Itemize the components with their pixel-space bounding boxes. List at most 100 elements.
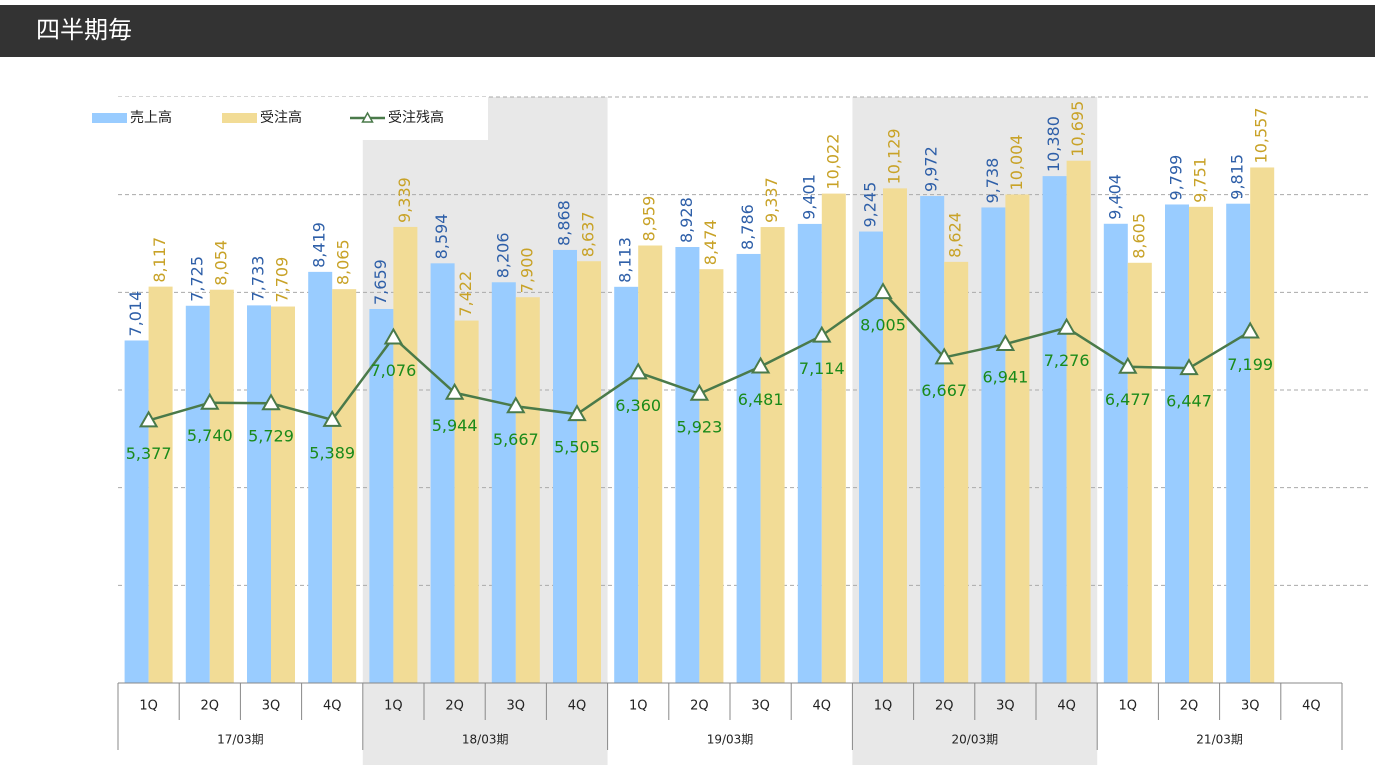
group-label: 18/03期 bbox=[462, 733, 509, 747]
bar-value-label: 9,972 bbox=[922, 146, 941, 192]
bar bbox=[332, 289, 357, 683]
x-tick-label: 3Q bbox=[1241, 699, 1260, 714]
bar bbox=[920, 196, 945, 683]
bar-value-label: 10,557 bbox=[1252, 107, 1271, 163]
bar bbox=[760, 227, 785, 684]
x-tick-label: 2Q bbox=[201, 699, 220, 714]
header-title: 四半期毎 bbox=[36, 16, 132, 44]
bar bbox=[247, 305, 271, 683]
bar-value-label: 10,004 bbox=[1007, 134, 1026, 190]
bar bbox=[614, 286, 639, 683]
bar bbox=[1165, 204, 1189, 683]
bar bbox=[981, 207, 1006, 683]
line-marker bbox=[261, 393, 281, 411]
x-tick-label: 4Q bbox=[568, 699, 587, 714]
bar-value-label: 9,738 bbox=[983, 158, 1002, 204]
line-marker bbox=[383, 327, 404, 345]
bar-value-label: 10,380 bbox=[1044, 116, 1063, 172]
line-marker bbox=[200, 392, 220, 410]
bar-value-label: 9,339 bbox=[395, 177, 414, 223]
bar bbox=[1005, 194, 1030, 684]
bar bbox=[271, 306, 295, 683]
line-marker bbox=[444, 382, 465, 400]
bar bbox=[638, 245, 663, 683]
bar-value-label: 9,401 bbox=[799, 174, 818, 220]
bar-value-label: 9,404 bbox=[1105, 174, 1124, 220]
bar bbox=[1042, 176, 1067, 684]
bar-value-label: 7,733 bbox=[249, 256, 268, 302]
bar bbox=[1103, 223, 1128, 683]
legend-marker bbox=[361, 111, 374, 123]
bar bbox=[393, 226, 418, 683]
bar-value-label: 8,419 bbox=[310, 222, 329, 268]
bar bbox=[124, 340, 149, 683]
bar-value-label: 7,422 bbox=[456, 271, 475, 317]
line-marker bbox=[689, 383, 710, 401]
bar bbox=[430, 263, 455, 683]
line-marker bbox=[1118, 356, 1138, 374]
x-tick-label: 3Q bbox=[996, 699, 1015, 714]
line-value-label: 6,667 bbox=[921, 381, 967, 400]
header-bar bbox=[0, 5, 1375, 57]
line-value-label: 7,114 bbox=[799, 359, 845, 378]
bar-value-label: 8,065 bbox=[334, 239, 353, 285]
legend-swatch bbox=[222, 113, 257, 123]
group-label: 19/03期 bbox=[707, 733, 754, 747]
bar bbox=[454, 320, 479, 683]
bar-value-label: 9,337 bbox=[762, 177, 781, 223]
line-marker bbox=[322, 409, 342, 427]
x-tick-label: 1Q bbox=[629, 699, 648, 714]
bar-value-label: 8,054 bbox=[211, 240, 230, 286]
bar-value-label: 8,786 bbox=[738, 204, 757, 250]
bar-value-label: 8,113 bbox=[616, 237, 635, 283]
line-value-label: 5,667 bbox=[493, 430, 539, 449]
bar bbox=[491, 282, 516, 683]
bar bbox=[1226, 203, 1251, 683]
x-tick-label: 1Q bbox=[139, 699, 158, 714]
bar bbox=[369, 308, 394, 683]
x-tick-label: 2Q bbox=[445, 699, 464, 714]
bar-value-label: 8,624 bbox=[946, 212, 965, 258]
line-value-label: 6,477 bbox=[1105, 390, 1151, 409]
bar-value-label: 8,605 bbox=[1129, 213, 1148, 259]
bar bbox=[821, 193, 846, 683]
x-tick-label: 4Q bbox=[813, 699, 832, 714]
x-tick-label: 1Q bbox=[874, 699, 893, 714]
bar-value-label: 8,474 bbox=[701, 219, 720, 265]
bar bbox=[797, 223, 822, 683]
x-tick-label: 2Q bbox=[690, 699, 709, 714]
bar-value-label: 7,709 bbox=[273, 257, 292, 303]
x-tick-label: 2Q bbox=[935, 699, 954, 714]
legend-label: 受注残高 bbox=[388, 109, 444, 126]
line-value-label: 6,941 bbox=[982, 368, 1028, 387]
bar bbox=[699, 269, 724, 683]
bar-value-label: 8,959 bbox=[640, 196, 659, 242]
bar-value-label: 8,868 bbox=[555, 200, 574, 246]
line-marker bbox=[506, 396, 526, 414]
bar-value-label: 8,928 bbox=[677, 197, 696, 243]
line-value-label: 5,740 bbox=[187, 426, 233, 445]
line-value-label: 7,276 bbox=[1044, 351, 1090, 370]
bar bbox=[883, 188, 907, 683]
line-value-label: 6,447 bbox=[1166, 392, 1212, 411]
bar-value-label: 8,637 bbox=[579, 211, 598, 257]
line-marker bbox=[873, 282, 893, 300]
line-value-label: 6,360 bbox=[615, 396, 661, 415]
bar bbox=[1189, 206, 1213, 683]
bar bbox=[736, 253, 761, 684]
bar-value-label: 10,695 bbox=[1068, 101, 1087, 157]
bar-value-label: 8,594 bbox=[432, 214, 451, 260]
bar bbox=[1066, 160, 1091, 684]
line-marker bbox=[1056, 317, 1077, 335]
bar bbox=[209, 289, 234, 683]
bar-value-label: 8,206 bbox=[493, 232, 512, 278]
bar-value-label: 9,799 bbox=[1167, 155, 1186, 201]
line-value-label: 5,729 bbox=[248, 427, 294, 446]
bar-value-label: 10,022 bbox=[823, 134, 842, 190]
bar-value-label: 7,014 bbox=[126, 291, 145, 337]
line-marker bbox=[138, 410, 159, 428]
bar-value-label: 8,117 bbox=[150, 237, 169, 283]
bar bbox=[1250, 167, 1275, 684]
x-tick-label: 2Q bbox=[1180, 699, 1199, 714]
x-tick-label: 1Q bbox=[1119, 699, 1138, 714]
